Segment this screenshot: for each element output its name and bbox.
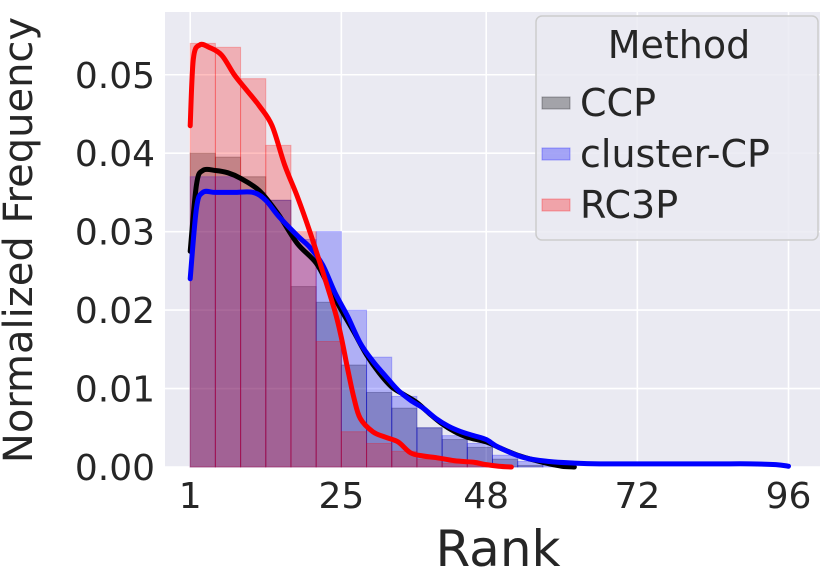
legend-label-ccp: CCP bbox=[580, 81, 656, 125]
x-tick-label-2: 48 bbox=[463, 476, 509, 517]
bar-cluster-cp-1 bbox=[214, 176, 242, 468]
y-axis-title: Normalized Frequency bbox=[0, 17, 42, 463]
kde-line-rc3p bbox=[187, 41, 514, 470]
legend-swatch-rc3p bbox=[541, 198, 571, 212]
bar-ccp-4 bbox=[290, 286, 317, 468]
y-tick-labels: 0.00 0.01 0.02 0.03 0.04 0.05 bbox=[75, 56, 155, 489]
bar-rc3p-1 bbox=[214, 46, 242, 468]
legend-label-rc3p: RC3P bbox=[580, 183, 678, 227]
y-tick-label-1: 0.01 bbox=[75, 370, 155, 411]
bar-ccp-0 bbox=[189, 152, 216, 468]
legend-swatch-cluster-cp bbox=[541, 147, 571, 161]
y-tick-label-0: 0.00 bbox=[75, 448, 155, 489]
y-tick-label-3: 0.03 bbox=[75, 213, 155, 254]
x-axis-title: Rank bbox=[436, 520, 561, 569]
bar-cluster-cp-4 bbox=[290, 239, 317, 468]
legend-label-cluster-cp: cluster-CP bbox=[580, 132, 770, 176]
kde-line-cluster-cp bbox=[187, 188, 792, 469]
y-tick-label-4: 0.04 bbox=[75, 134, 155, 175]
bar-ccp-6 bbox=[340, 364, 368, 468]
bar-rc3p-6 bbox=[340, 431, 368, 468]
bar-ccp-13 bbox=[517, 464, 544, 468]
bar-cluster-cp-2 bbox=[240, 191, 267, 468]
bar-ccp-9 bbox=[416, 427, 443, 468]
bar-cluster-cp-9 bbox=[416, 427, 443, 468]
x-tick-label-3: 72 bbox=[614, 476, 660, 517]
x-tick-label-1: 25 bbox=[318, 476, 364, 517]
y-tick-label-5: 0.05 bbox=[75, 56, 155, 97]
y-tick-label-2: 0.02 bbox=[75, 291, 155, 332]
bar-rc3p-3 bbox=[265, 144, 292, 468]
bar-rc3p-4 bbox=[290, 231, 317, 468]
bar-ccp-3 bbox=[265, 199, 292, 468]
bar-rc3p-5 bbox=[315, 340, 342, 468]
bar-ccp-1 bbox=[214, 156, 242, 468]
legend-title: Method bbox=[608, 23, 751, 67]
x-tick-labels: 1 25 48 72 96 bbox=[179, 476, 812, 517]
bar-ccp-8 bbox=[391, 407, 418, 468]
x-tick-label-0: 1 bbox=[179, 476, 202, 517]
legend-entries: CCP cluster-CP RC3P bbox=[541, 81, 770, 227]
bar-ccp-2 bbox=[240, 176, 267, 468]
bar-rc3p-2 bbox=[240, 78, 267, 468]
legend-box bbox=[535, 15, 819, 241]
kde-curves bbox=[187, 41, 792, 470]
x-tick-label-4: 96 bbox=[766, 476, 812, 517]
bar-rc3p-7 bbox=[366, 442, 393, 468]
legend-swatch-ccp bbox=[541, 96, 571, 110]
legend: Method CCP cluster-CP RC3P bbox=[535, 15, 819, 241]
bar-cluster-cp-3 bbox=[265, 199, 292, 468]
